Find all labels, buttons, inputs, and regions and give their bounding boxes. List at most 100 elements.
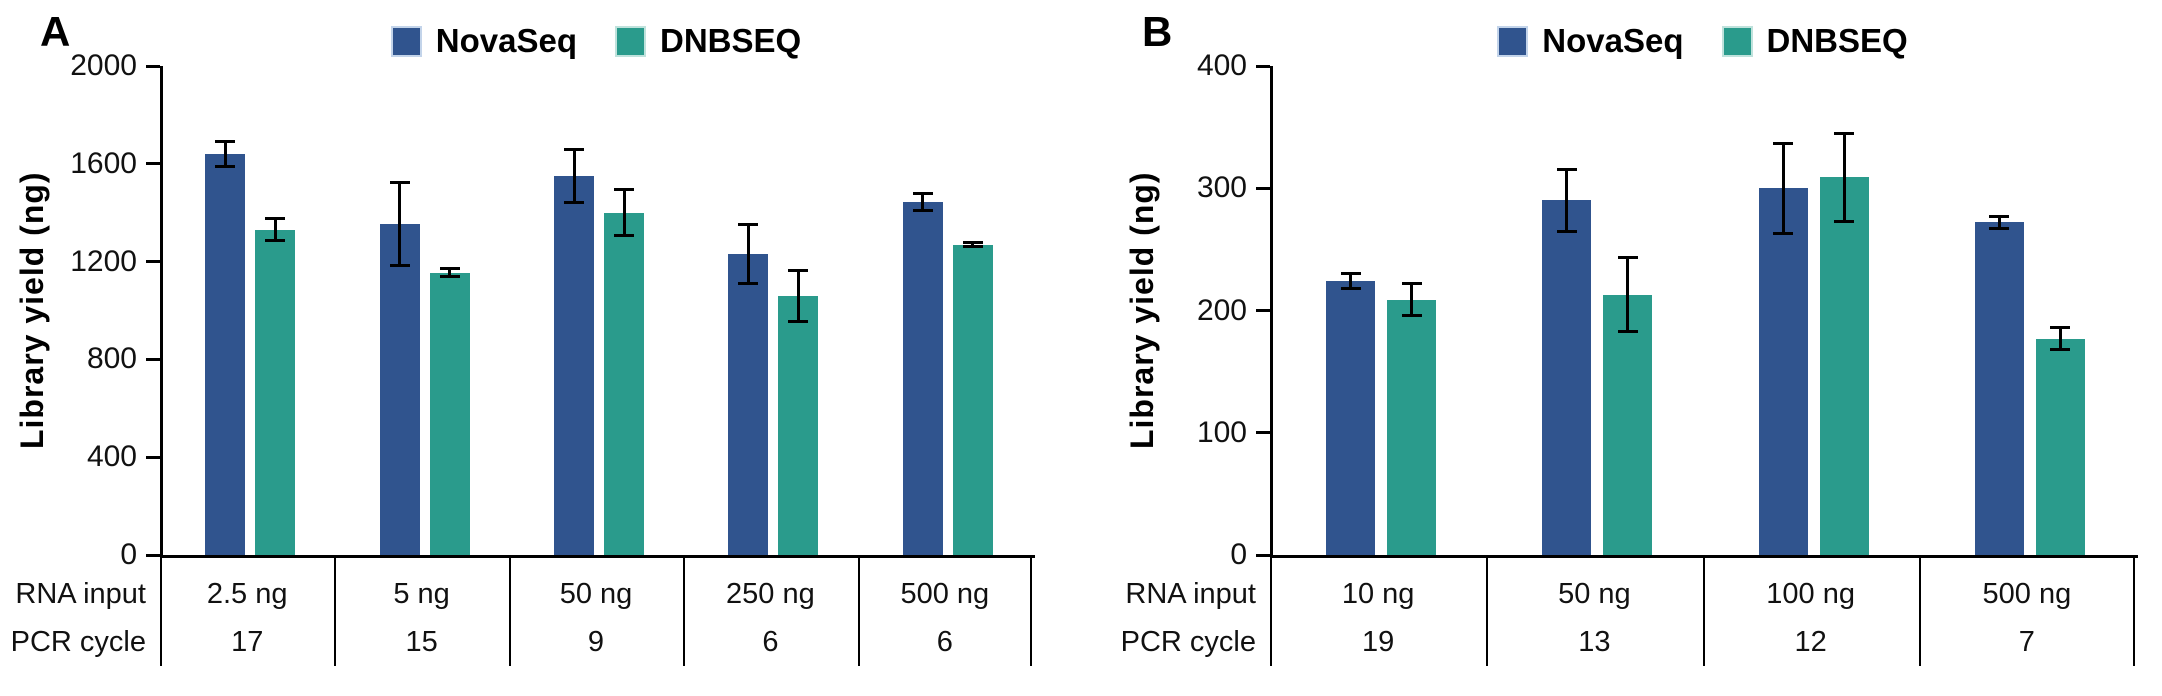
error-bar-cap-top <box>1401 282 1422 286</box>
error-bar-cap-top <box>1989 214 2010 218</box>
panel-a-rna-input-row-label: RNA input <box>15 578 146 610</box>
error-bar-cap-top <box>564 147 584 151</box>
y-axis-tick <box>146 455 160 459</box>
pcr-cycle-cell: 6 <box>762 626 779 658</box>
novaseq-bar <box>1326 281 1376 555</box>
table-divider <box>1030 558 1032 666</box>
y-tick-label: 0 <box>1230 538 1247 571</box>
y-tick-label: 400 <box>1196 49 1247 82</box>
panel-a-legend: NovaSeq DNBSEQ <box>160 22 1032 60</box>
error-bar-cap-bottom <box>738 282 759 286</box>
table-divider <box>508 558 511 666</box>
dnbseq-legend-swatch <box>615 25 647 57</box>
table-divider <box>1270 558 1272 666</box>
table-divider <box>160 558 162 666</box>
error-bar-cap-bottom <box>1340 286 1361 290</box>
error-bar <box>1842 133 1846 222</box>
error-bar-cap-top <box>1556 168 1577 172</box>
error-bar <box>448 268 452 277</box>
y-axis-tick <box>146 64 160 68</box>
novaseq-bar <box>379 223 420 555</box>
error-bar-cap-bottom <box>1834 219 1855 223</box>
error-bar <box>746 224 750 284</box>
novaseq-bar <box>205 154 246 555</box>
y-axis-tick <box>1256 64 1270 68</box>
y-axis-tick <box>1256 553 1270 557</box>
error-bar <box>1781 143 1785 234</box>
error-bar-cap-bottom <box>962 245 983 249</box>
error-bar-cap-bottom <box>389 263 410 267</box>
rna-input-cell: 250 ng <box>726 578 815 610</box>
error-bar-cap-bottom <box>1401 313 1422 317</box>
error-bar-cap-bottom <box>1617 329 1638 333</box>
panel-b-legend: NovaSeq DNBSEQ <box>1270 22 2135 60</box>
panel-a-category-table: 2.5 ng 5 ng 50 ng 250 ng 500 ng 17 15 9 6 6 <box>160 558 1032 666</box>
dnbseq-legend-label: DNBSEQ <box>1766 22 1908 59</box>
novaseq-bar <box>728 254 769 555</box>
panel-a-pcr-cycle-row-label: PCR cycle <box>10 626 146 658</box>
dnbseq-bar <box>1819 177 1869 555</box>
y-axis-tick <box>1256 309 1270 312</box>
error-bar <box>1565 169 1569 232</box>
error-bar <box>1349 273 1353 289</box>
y-tick-label: 100 <box>1196 415 1247 449</box>
error-bar-cap-top <box>1773 141 1794 145</box>
error-bar-cap-bottom <box>2050 348 2071 352</box>
y-tick-label: 400 <box>86 440 137 474</box>
error-bar-cap-bottom <box>439 274 460 278</box>
table-divider <box>857 558 860 666</box>
error-bar-cap-bottom <box>265 239 286 243</box>
error-bar <box>1626 257 1630 332</box>
rna-input-cell: 50 ng <box>1558 578 1631 610</box>
error-bar <box>921 193 925 211</box>
table-divider <box>2133 558 2135 666</box>
error-bar-cap-top <box>962 240 983 244</box>
novaseq-bar <box>1758 188 1808 555</box>
error-bar-cap-bottom <box>215 164 236 168</box>
error-bar-cap-top <box>1340 272 1361 276</box>
table-divider <box>1702 558 1705 666</box>
pcr-cycle-cell: 19 <box>1361 626 1395 658</box>
error-bar-cap-top <box>439 267 460 271</box>
novaseq-bar <box>1542 200 1592 555</box>
error-bar <box>273 218 277 241</box>
dnbseq-bar <box>1603 294 1653 555</box>
dnbseq-bar <box>255 229 296 555</box>
pcr-cycle-cell: 15 <box>405 626 438 658</box>
rna-input-cell: 50 ng <box>559 578 633 610</box>
panel-b-category-table: 10 ng 50 ng 100 ng 500 ng 19 13 12 7 <box>1270 558 2135 666</box>
dnbseq-bar <box>778 295 819 555</box>
novaseq-bar <box>902 201 943 555</box>
error-bar-cap-top <box>1617 256 1638 260</box>
error-bar-cap-top <box>389 180 410 184</box>
table-divider <box>1918 558 1921 666</box>
novaseq-legend-label: NovaSeq <box>1542 22 1684 59</box>
novaseq-bar <box>1974 222 2024 555</box>
legend-item-novaseq: NovaSeq <box>1497 22 1684 60</box>
error-bar-cap-top <box>788 268 809 272</box>
rna-input-cell: 2.5 ng <box>206 578 288 610</box>
pcr-cycle-cell: 7 <box>2018 626 2035 658</box>
error-bar-cap-top <box>1834 131 1855 135</box>
error-bar <box>223 141 227 167</box>
error-bar <box>398 182 402 266</box>
error-bar-cap-top <box>738 223 759 227</box>
dnbseq-bar <box>604 212 644 555</box>
rna-input-cell: 5 ng <box>393 578 450 610</box>
dnbseq-legend-label: DNBSEQ <box>660 22 802 59</box>
table-divider <box>1486 558 1489 666</box>
error-bar-cap-bottom <box>1556 229 1577 233</box>
error-bar <box>1997 216 2001 229</box>
y-axis-tick <box>146 357 160 361</box>
pcr-cycle-cell: 6 <box>936 626 953 658</box>
y-axis-tick <box>146 162 160 166</box>
novaseq-legend-swatch <box>1497 25 1529 57</box>
panel-b-plot-area: 0 100 200 300 400 <box>1197 49 2138 571</box>
rna-input-cell: 500 ng <box>900 578 990 610</box>
y-tick-label: 200 <box>1196 293 1247 327</box>
y-tick-label: 1600 <box>70 146 137 180</box>
panel-b-letter: B <box>1142 8 1173 55</box>
rna-input-cell: 10 ng <box>1341 578 1415 610</box>
legend-item-dnbseq: DNBSEQ <box>1721 22 1908 60</box>
